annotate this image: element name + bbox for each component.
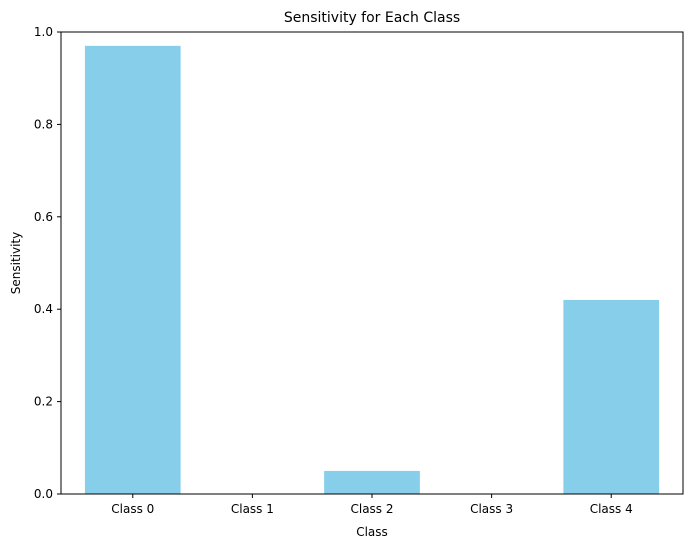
y-tick-label: 0.8 (34, 117, 53, 131)
x-tick-label: Class 0 (111, 502, 154, 516)
y-axis-label: Sensitivity (9, 232, 23, 294)
y-tick-label: 1.0 (34, 25, 53, 39)
x-tick-label: Class 2 (350, 502, 393, 516)
y-tick-label: 0.6 (34, 210, 53, 224)
x-tick-label: Class 4 (590, 502, 633, 516)
y-tick-label: 0.2 (34, 395, 53, 409)
x-tick-label: Class 1 (231, 502, 274, 516)
bar-class-4 (563, 299, 660, 494)
x-axis: Class 0 Class 1 Class 2 Class 3 Class 4 (111, 494, 633, 516)
y-axis: 0.0 0.2 0.4 0.6 0.8 1.0 (34, 25, 61, 501)
y-tick-label: 0.0 (34, 487, 53, 501)
x-axis-label: Class (356, 525, 388, 539)
bar-class-0 (84, 45, 181, 495)
plot-frame (60, 31, 684, 495)
bars-group (84, 45, 660, 495)
chart-title: Sensitivity for Each Class (284, 10, 460, 26)
x-tick-label: Class 3 (470, 502, 513, 516)
y-tick-label: 0.4 (34, 302, 53, 316)
bar-class-2 (324, 470, 420, 494)
